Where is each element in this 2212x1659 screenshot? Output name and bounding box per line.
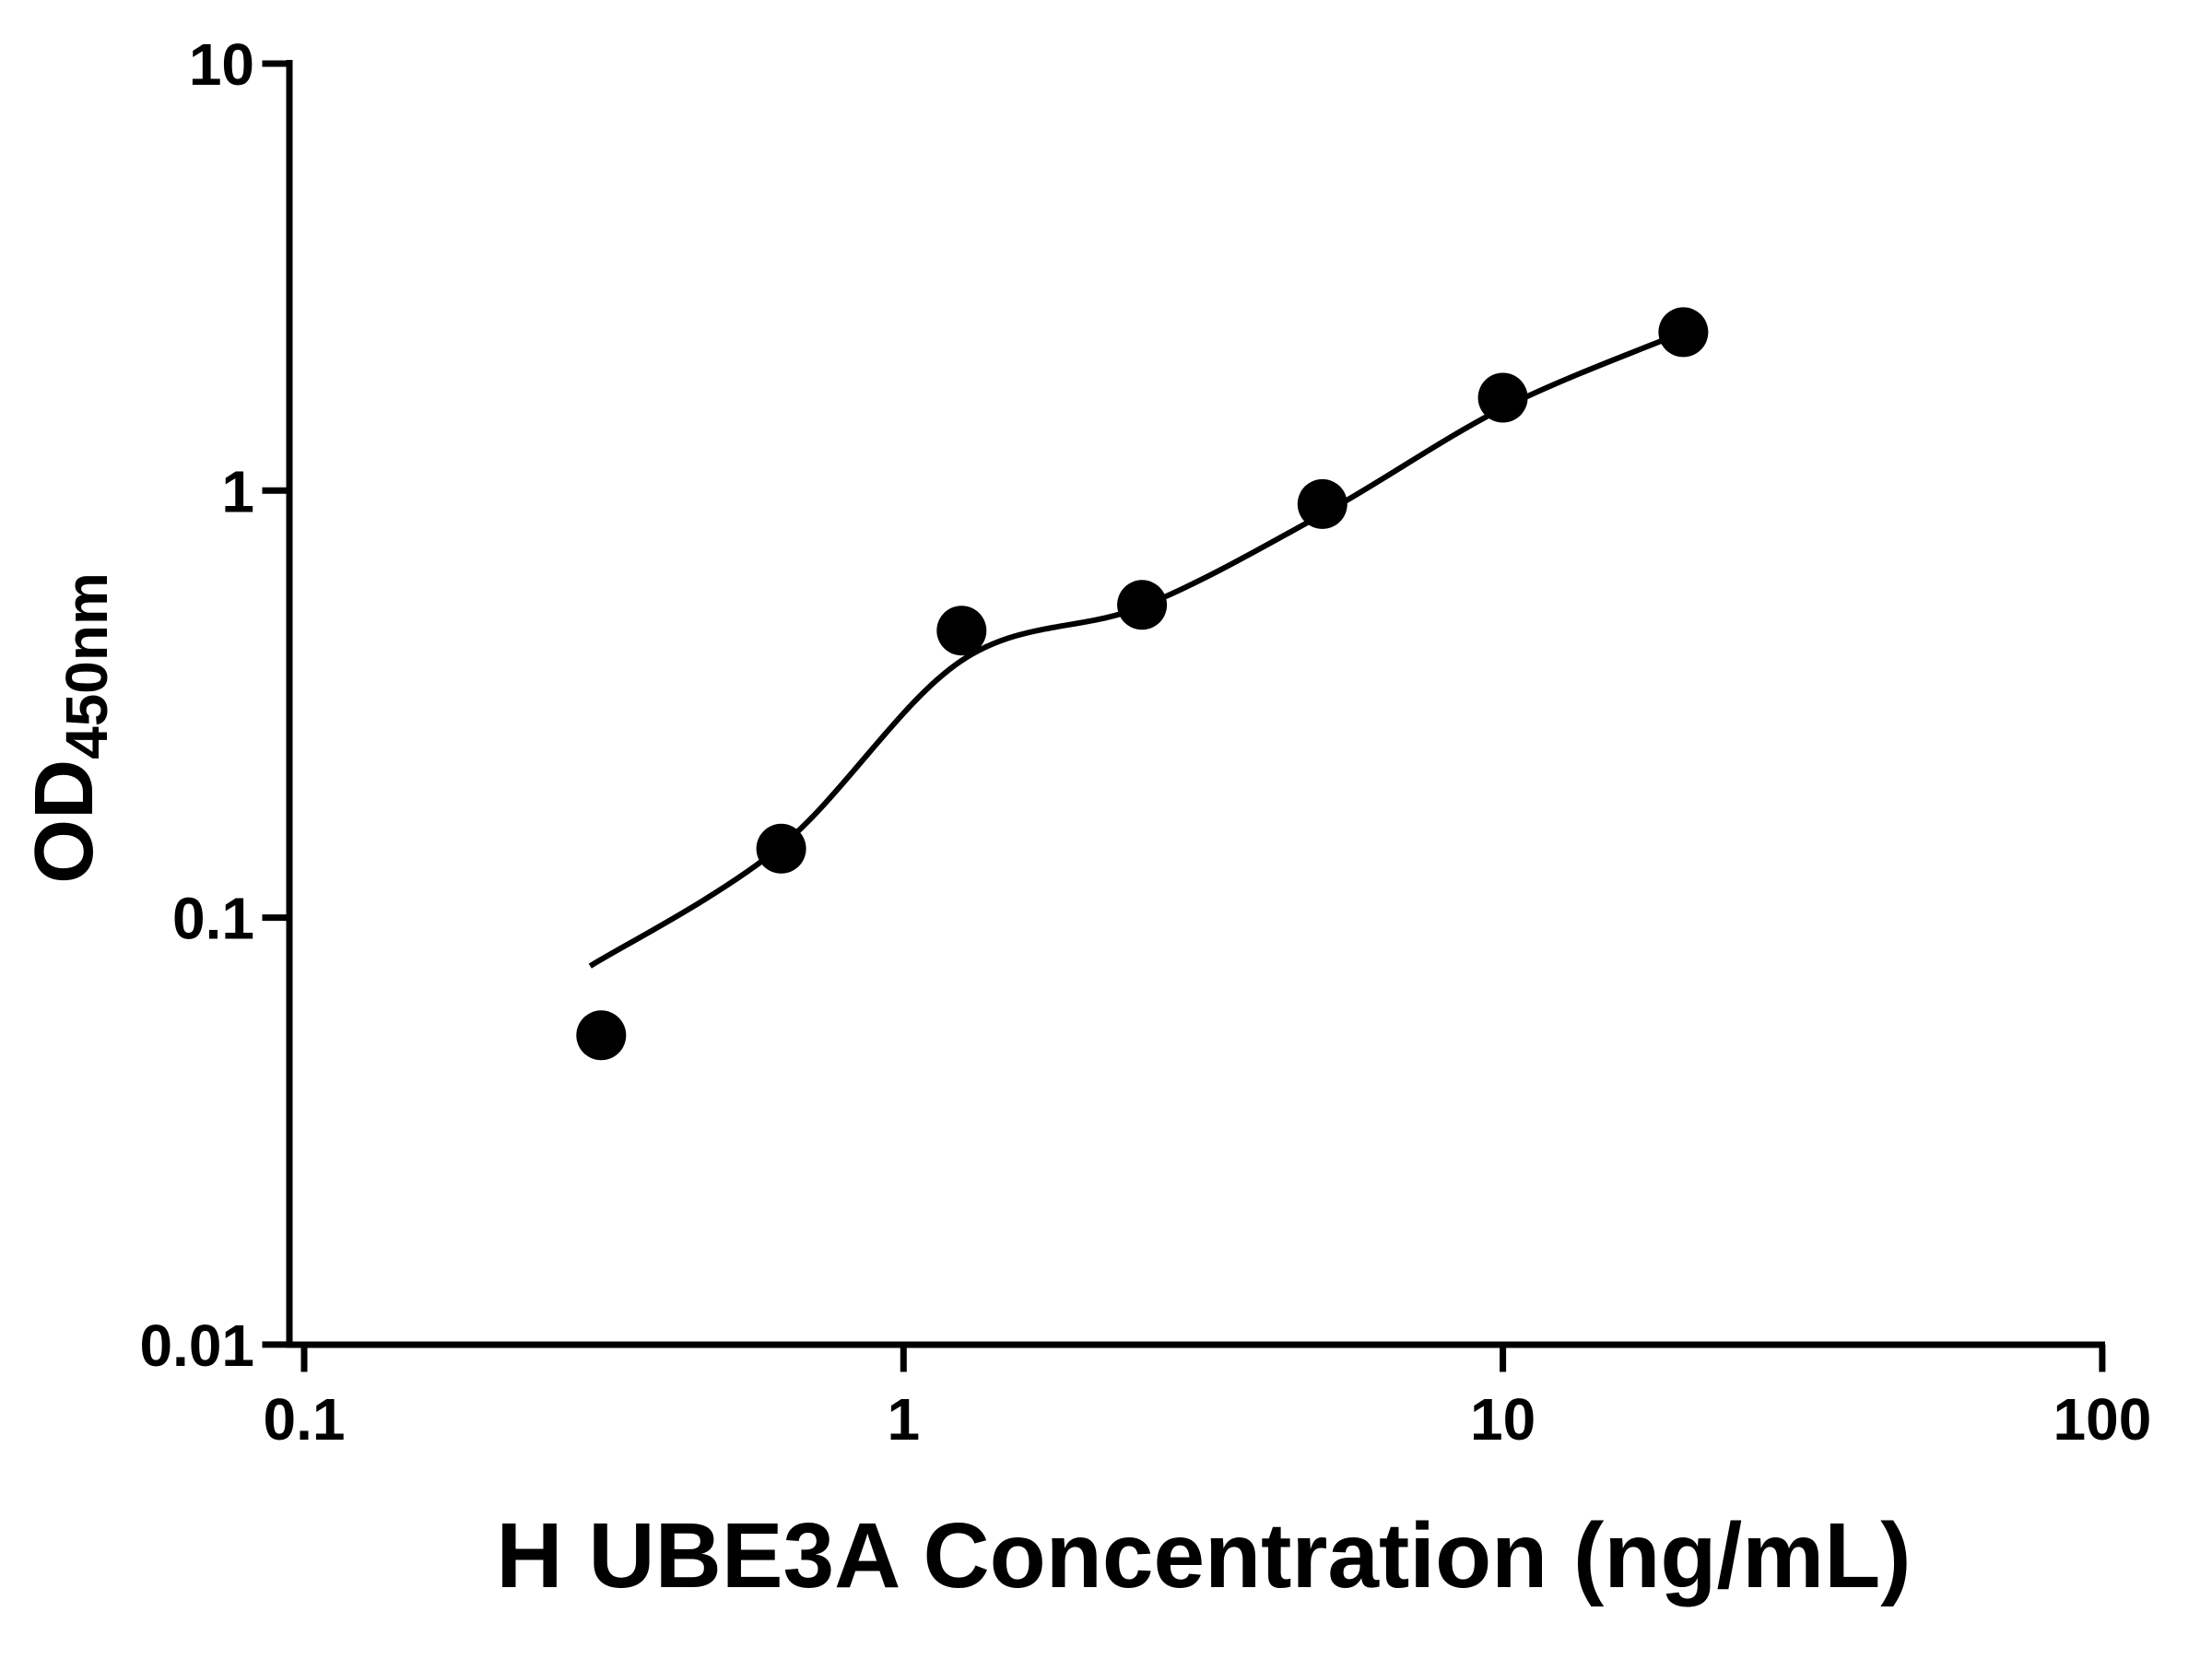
y-axis-title-sub: 450nm	[53, 572, 120, 759]
y-tick-label: 0.01	[139, 1312, 254, 1379]
x-tick-label: 1	[888, 1386, 921, 1453]
y-tick-label: 1	[221, 458, 254, 524]
data-point	[1658, 307, 1709, 358]
x-tick-label: 0.1	[264, 1386, 346, 1453]
data-point	[756, 823, 806, 874]
x-tick-label: 10	[1470, 1386, 1535, 1453]
plot-layer	[576, 307, 1709, 1061]
axes-layer	[286, 60, 2105, 1348]
data-point	[1297, 478, 1347, 529]
y-tick-label: 0.1	[172, 886, 254, 952]
data-point	[936, 606, 987, 656]
fit-curve	[588, 329, 1685, 969]
data-point	[1117, 580, 1168, 630]
data-point	[576, 1010, 627, 1061]
x-axis-title: H UBE3A Concentration (ng/mL)	[496, 1504, 1911, 1607]
y-axis-title: OD450nm	[18, 572, 120, 884]
y-axis-title-main: OD	[18, 759, 111, 884]
x-tick-label: 100	[2053, 1386, 2152, 1453]
y-tick-label: 10	[189, 31, 254, 98]
data-point	[1477, 372, 1528, 423]
